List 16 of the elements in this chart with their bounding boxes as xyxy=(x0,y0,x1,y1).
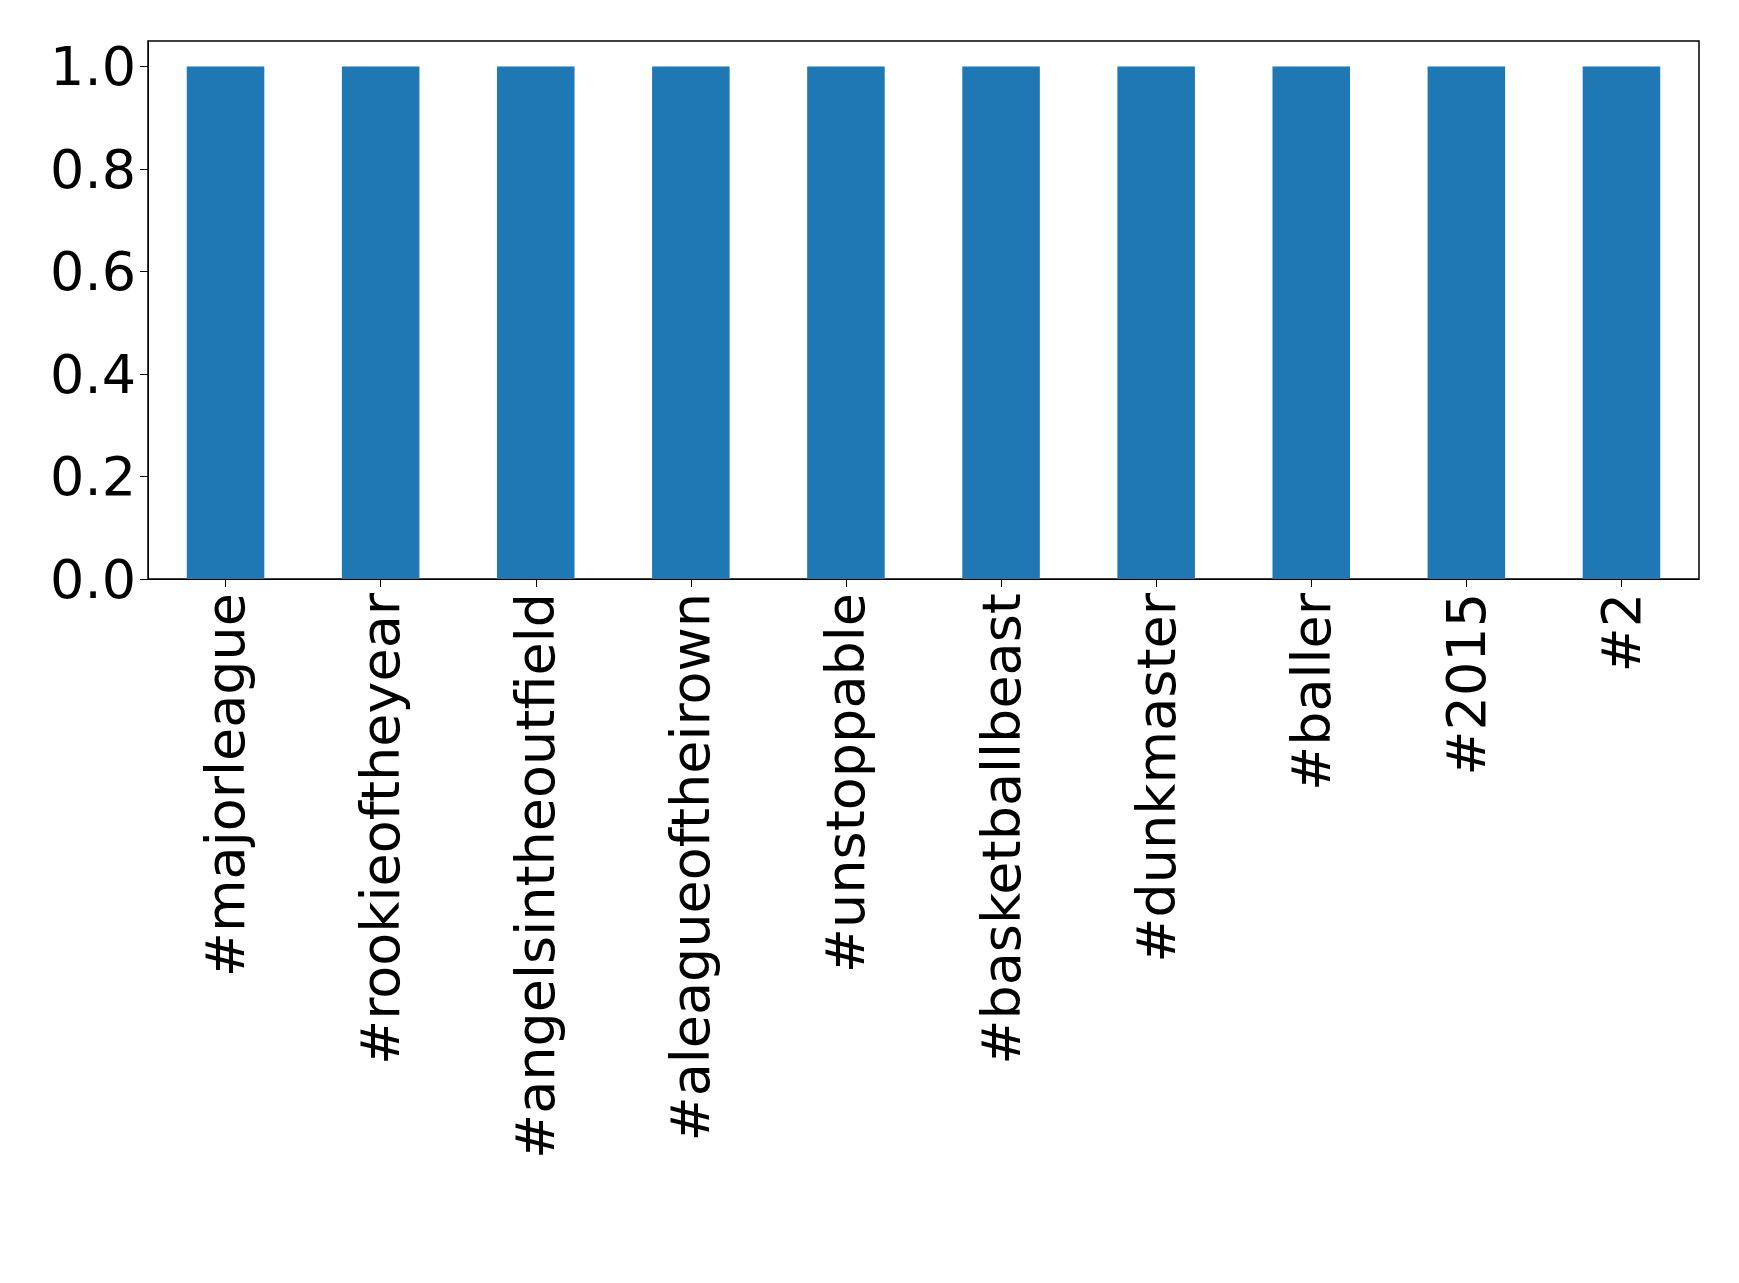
y-tick-label: 0.6 xyxy=(50,240,136,304)
y-tick-label: 1.0 xyxy=(50,35,136,99)
x-tick-label: #2 xyxy=(1589,593,1653,673)
x-tick-label: #majorleague xyxy=(194,593,258,978)
x-tick-label: #angelsintheoutfield xyxy=(504,593,568,1159)
y-tick-label: 0.4 xyxy=(50,342,136,406)
x-tick-label: #baller xyxy=(1279,592,1343,792)
x-tick-label: #basketballbeast xyxy=(969,593,1033,1065)
y-tick-label: 0.8 xyxy=(50,137,136,201)
x-tick-label: #unstoppable xyxy=(814,593,878,974)
x-tick-label: #rookieoftheyear xyxy=(349,592,413,1066)
x-tick-label: #aleagueoftheirown xyxy=(659,593,723,1142)
y-tick-label: 0.2 xyxy=(50,445,136,509)
x-tick-label: #2015 xyxy=(1434,593,1498,776)
x-tick-label: #dunkmaster xyxy=(1124,592,1188,963)
y-tick-label: 0.0 xyxy=(50,547,136,611)
